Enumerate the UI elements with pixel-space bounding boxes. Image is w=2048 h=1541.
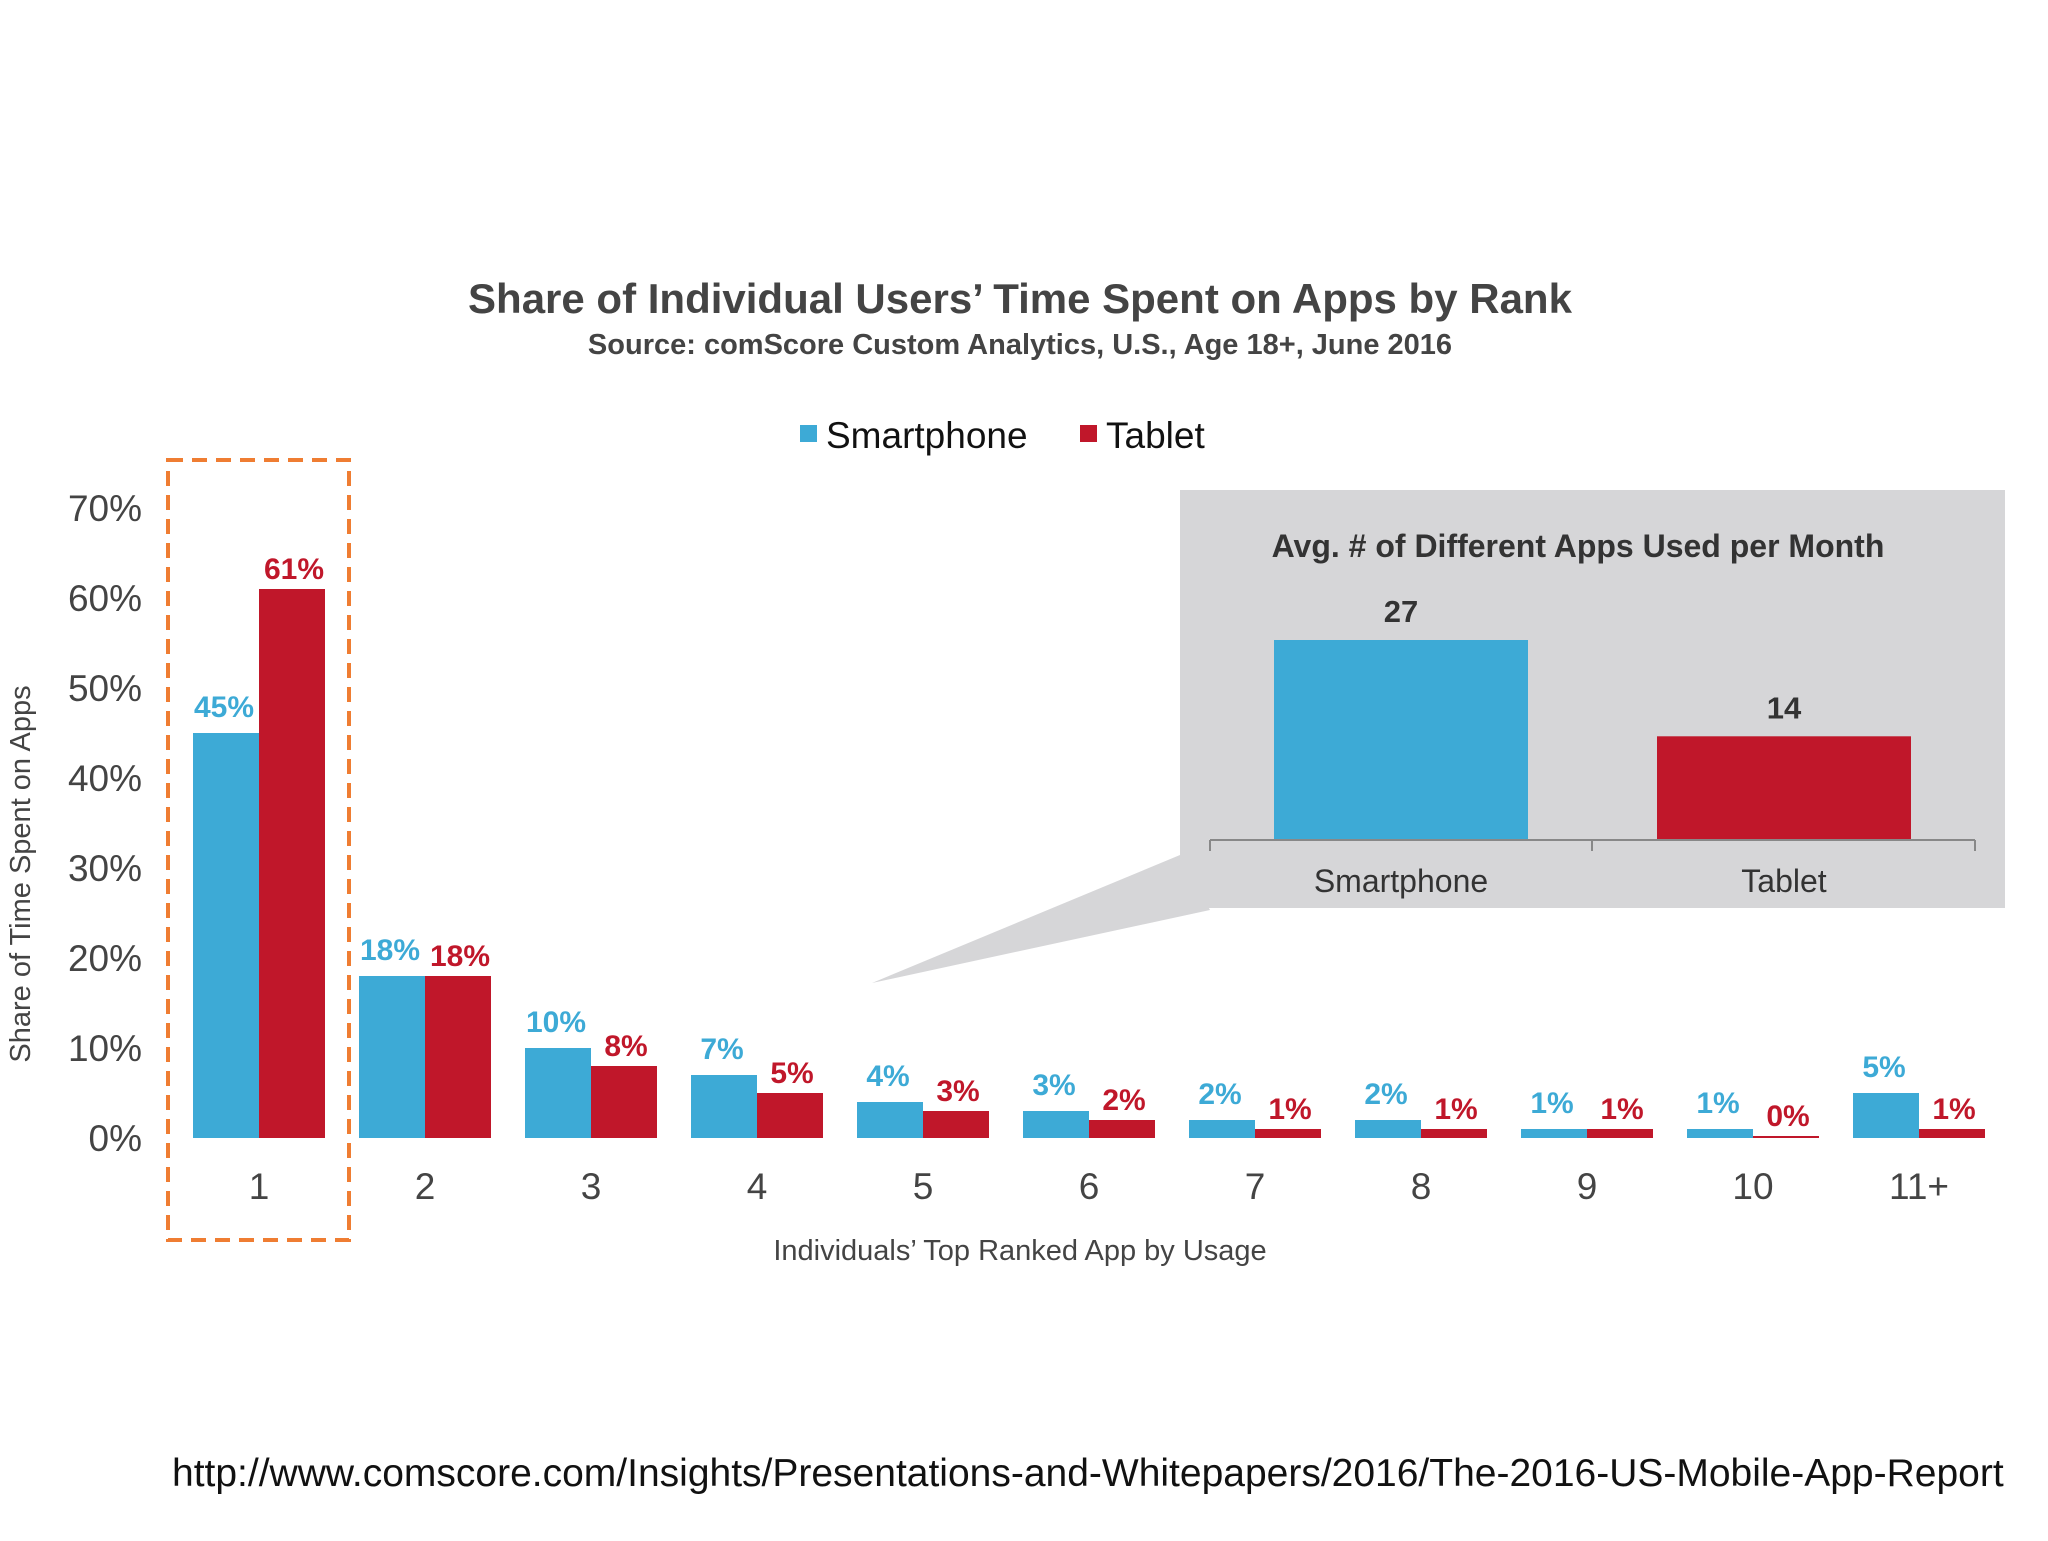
x-tick-label: 3 <box>581 1166 602 1207</box>
y-tick-label: 40% <box>68 758 142 799</box>
bar-tablet <box>425 976 491 1138</box>
x-tick-label: 4 <box>747 1166 768 1207</box>
x-tick-label: 6 <box>1079 1166 1100 1207</box>
bar-value-label: 61% <box>264 553 324 586</box>
inset-value-label: 14 <box>1767 690 1802 725</box>
x-tick-label: 11+ <box>1889 1166 1949 1207</box>
bar-smartphone <box>1355 1120 1421 1138</box>
x-axis-title: Individuals’ Top Ranked App by Usage <box>773 1235 1266 1267</box>
inset-callout-pointer <box>872 855 1210 983</box>
x-tick-label: 2 <box>415 1166 436 1207</box>
inset-title: Avg. # of Different Apps Used per Month <box>1272 528 1885 564</box>
y-axis-ticks: 0% 10% 20% 30% 40% 50% 60% 70% <box>68 488 142 1159</box>
y-tick-label: 20% <box>68 938 142 979</box>
bar-smartphone <box>1189 1120 1255 1138</box>
bar-series <box>193 589 1985 1138</box>
bar-tablet <box>1089 1120 1155 1138</box>
bar-tablet <box>1255 1129 1321 1138</box>
inset-category-label: Tablet <box>1741 863 1827 899</box>
bar-tablet <box>591 1066 657 1138</box>
inset-bar-smartphone <box>1274 640 1528 840</box>
bar-value-label: 5% <box>1862 1051 1905 1084</box>
x-tick-label: 5 <box>913 1166 934 1207</box>
bar-value-label: 18% <box>430 940 490 973</box>
chart-title: Share of Individual Users’ Time Spent on… <box>468 275 1573 322</box>
bar-tablet <box>259 589 325 1138</box>
x-tick-label: 7 <box>1245 1166 1266 1207</box>
bar-value-label: 18% <box>360 934 420 967</box>
bar-value-label: 4% <box>866 1060 909 1093</box>
legend-label-smartphone: Smartphone <box>826 415 1028 456</box>
y-tick-label: 0% <box>89 1118 142 1159</box>
y-tick-label: 70% <box>68 488 142 529</box>
inset-panel: Avg. # of Different Apps Used per Month … <box>872 490 2005 983</box>
bar-value-label: 1% <box>1268 1093 1311 1126</box>
x-tick-label: 8 <box>1411 1166 1432 1207</box>
legend: Smartphone Tablet <box>800 415 1205 456</box>
bar-value-label: 8% <box>604 1030 647 1063</box>
bar-tablet <box>1587 1129 1653 1138</box>
bar-smartphone <box>691 1075 757 1138</box>
x-tick-label: 10 <box>1732 1166 1773 1207</box>
x-axis-ticks: 1 2 3 4 5 6 7 8 9 10 11+ <box>249 1166 1949 1207</box>
bar-value-label: 1% <box>1696 1087 1739 1120</box>
bar-smartphone <box>1521 1129 1587 1138</box>
bar-value-label: 2% <box>1102 1084 1145 1117</box>
bar-value-label: 1% <box>1932 1093 1975 1126</box>
y-tick-label: 60% <box>68 578 142 619</box>
bar-value-label: 0% <box>1766 1100 1809 1133</box>
chart-subtitle: Source: comScore Custom Analytics, U.S.,… <box>588 329 1452 361</box>
inset-value-label: 27 <box>1384 594 1418 629</box>
bar-value-label: 5% <box>770 1057 813 1090</box>
bar-value-label: 3% <box>936 1075 979 1108</box>
bar-value-label: 7% <box>700 1033 743 1066</box>
bar-tablet <box>1753 1136 1819 1138</box>
x-tick-label: 9 <box>1577 1166 1598 1207</box>
legend-label-tablet: Tablet <box>1106 415 1205 456</box>
bar-smartphone <box>1853 1093 1919 1138</box>
bar-tablet <box>923 1111 989 1138</box>
bar-tablet <box>757 1093 823 1138</box>
bar-smartphone <box>525 1048 591 1138</box>
bar-smartphone <box>359 976 425 1138</box>
bar-value-label: 1% <box>1530 1087 1573 1120</box>
bar-value-label: 2% <box>1364 1078 1407 1111</box>
bar-value-label: 10% <box>526 1006 586 1039</box>
bar-tablet <box>1919 1129 1985 1138</box>
bar-value-label: 3% <box>1032 1069 1075 1102</box>
bar-tablet <box>1421 1129 1487 1138</box>
bar-value-labels: 45% 61% 18% 18% 10% 8% 7% 5% 4% 3% 3% 2% 2% 1% 2% 1% 1% 1… <box>194 553 1976 1133</box>
legend-swatch-smartphone <box>800 425 817 442</box>
inset-bars: 27 Smartphone 14 Tablet <box>1274 594 1911 899</box>
y-axis-title: Share of Time Spent on Apps <box>5 685 37 1062</box>
bar-value-label: 1% <box>1434 1093 1477 1126</box>
source-url: http://www.comscore.com/Insights/Present… <box>172 1452 2004 1495</box>
bar-value-label: 45% <box>194 691 254 724</box>
inset-category-label: Smartphone <box>1314 863 1488 899</box>
bar-smartphone <box>193 733 259 1138</box>
inset-bar-tablet <box>1657 736 1911 840</box>
legend-swatch-tablet <box>1080 425 1097 442</box>
y-tick-label: 10% <box>68 1028 142 1069</box>
y-tick-label: 50% <box>68 668 142 709</box>
bar-value-label: 1% <box>1600 1093 1643 1126</box>
bar-smartphone <box>1023 1111 1089 1138</box>
y-tick-label: 30% <box>68 848 142 889</box>
bar-value-label: 2% <box>1198 1078 1241 1111</box>
bar-smartphone <box>1687 1129 1753 1138</box>
bar-smartphone <box>857 1102 923 1138</box>
x-tick-label: 1 <box>249 1166 270 1207</box>
